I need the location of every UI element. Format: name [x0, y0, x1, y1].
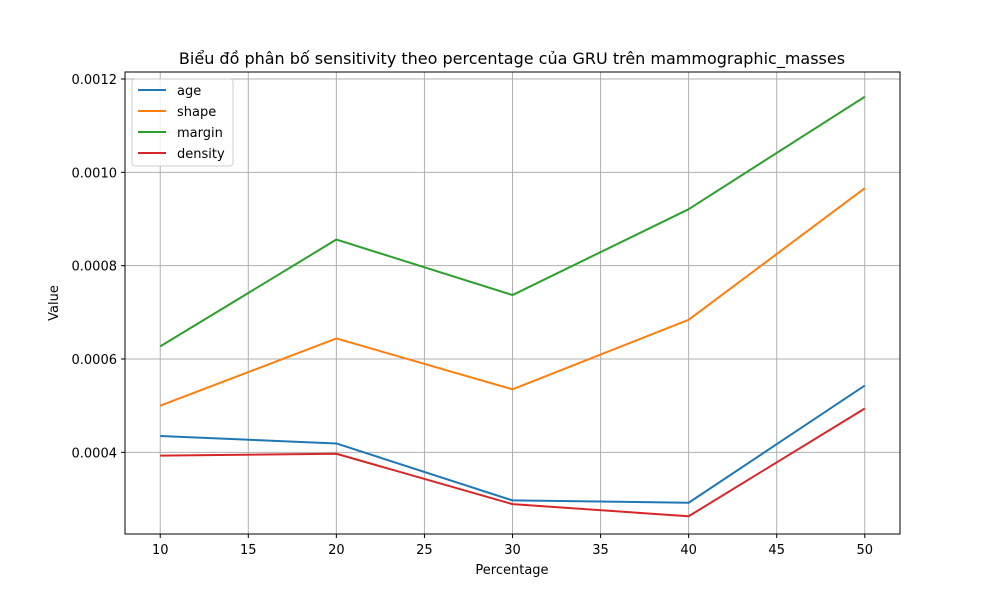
x-tick-label: 35 [592, 543, 609, 558]
x-tick-label: 25 [416, 543, 433, 558]
series-line-age [160, 384, 866, 504]
x-axis-label: Percentage [475, 563, 548, 578]
y-tick-label: 0.0012 [72, 73, 118, 88]
legend-label-age: age [177, 84, 201, 99]
x-tick-label: 50 [856, 543, 873, 558]
series-lines [159, 95, 866, 518]
x-axis-ticks: 10 15 20 25 30 35 40 45 50 [152, 534, 873, 558]
y-tick-label: 0.0010 [72, 166, 118, 181]
legend-box [131, 78, 234, 167]
y-axis-label: Value [47, 285, 62, 321]
legend-label-margin: margin [177, 126, 223, 141]
grid [125, 72, 900, 534]
x-tick-label: 40 [680, 543, 697, 558]
chart-title: Biểu đồ phân bố sensitivity theo percent… [179, 49, 845, 69]
x-tick-label: 30 [504, 543, 521, 558]
series-line-density [160, 407, 866, 518]
x-tick-label: 45 [768, 543, 785, 558]
series-line-shape [159, 187, 866, 407]
y-tick-label: 0.0006 [72, 353, 118, 368]
legend-label-density: density [177, 147, 225, 162]
legend: age shape margin density [131, 78, 234, 167]
y-tick-label: 0.0004 [72, 446, 118, 461]
y-tick-label: 0.0008 [72, 260, 118, 275]
legend-label-shape: shape [177, 105, 216, 120]
series-line-margin [159, 95, 866, 348]
y-axis-ticks: 0.0004 0.0006 0.0008 0.0010 0.0012 [72, 73, 125, 461]
x-tick-label: 15 [240, 543, 257, 558]
x-tick-label: 10 [152, 543, 169, 558]
x-tick-label: 20 [328, 543, 345, 558]
